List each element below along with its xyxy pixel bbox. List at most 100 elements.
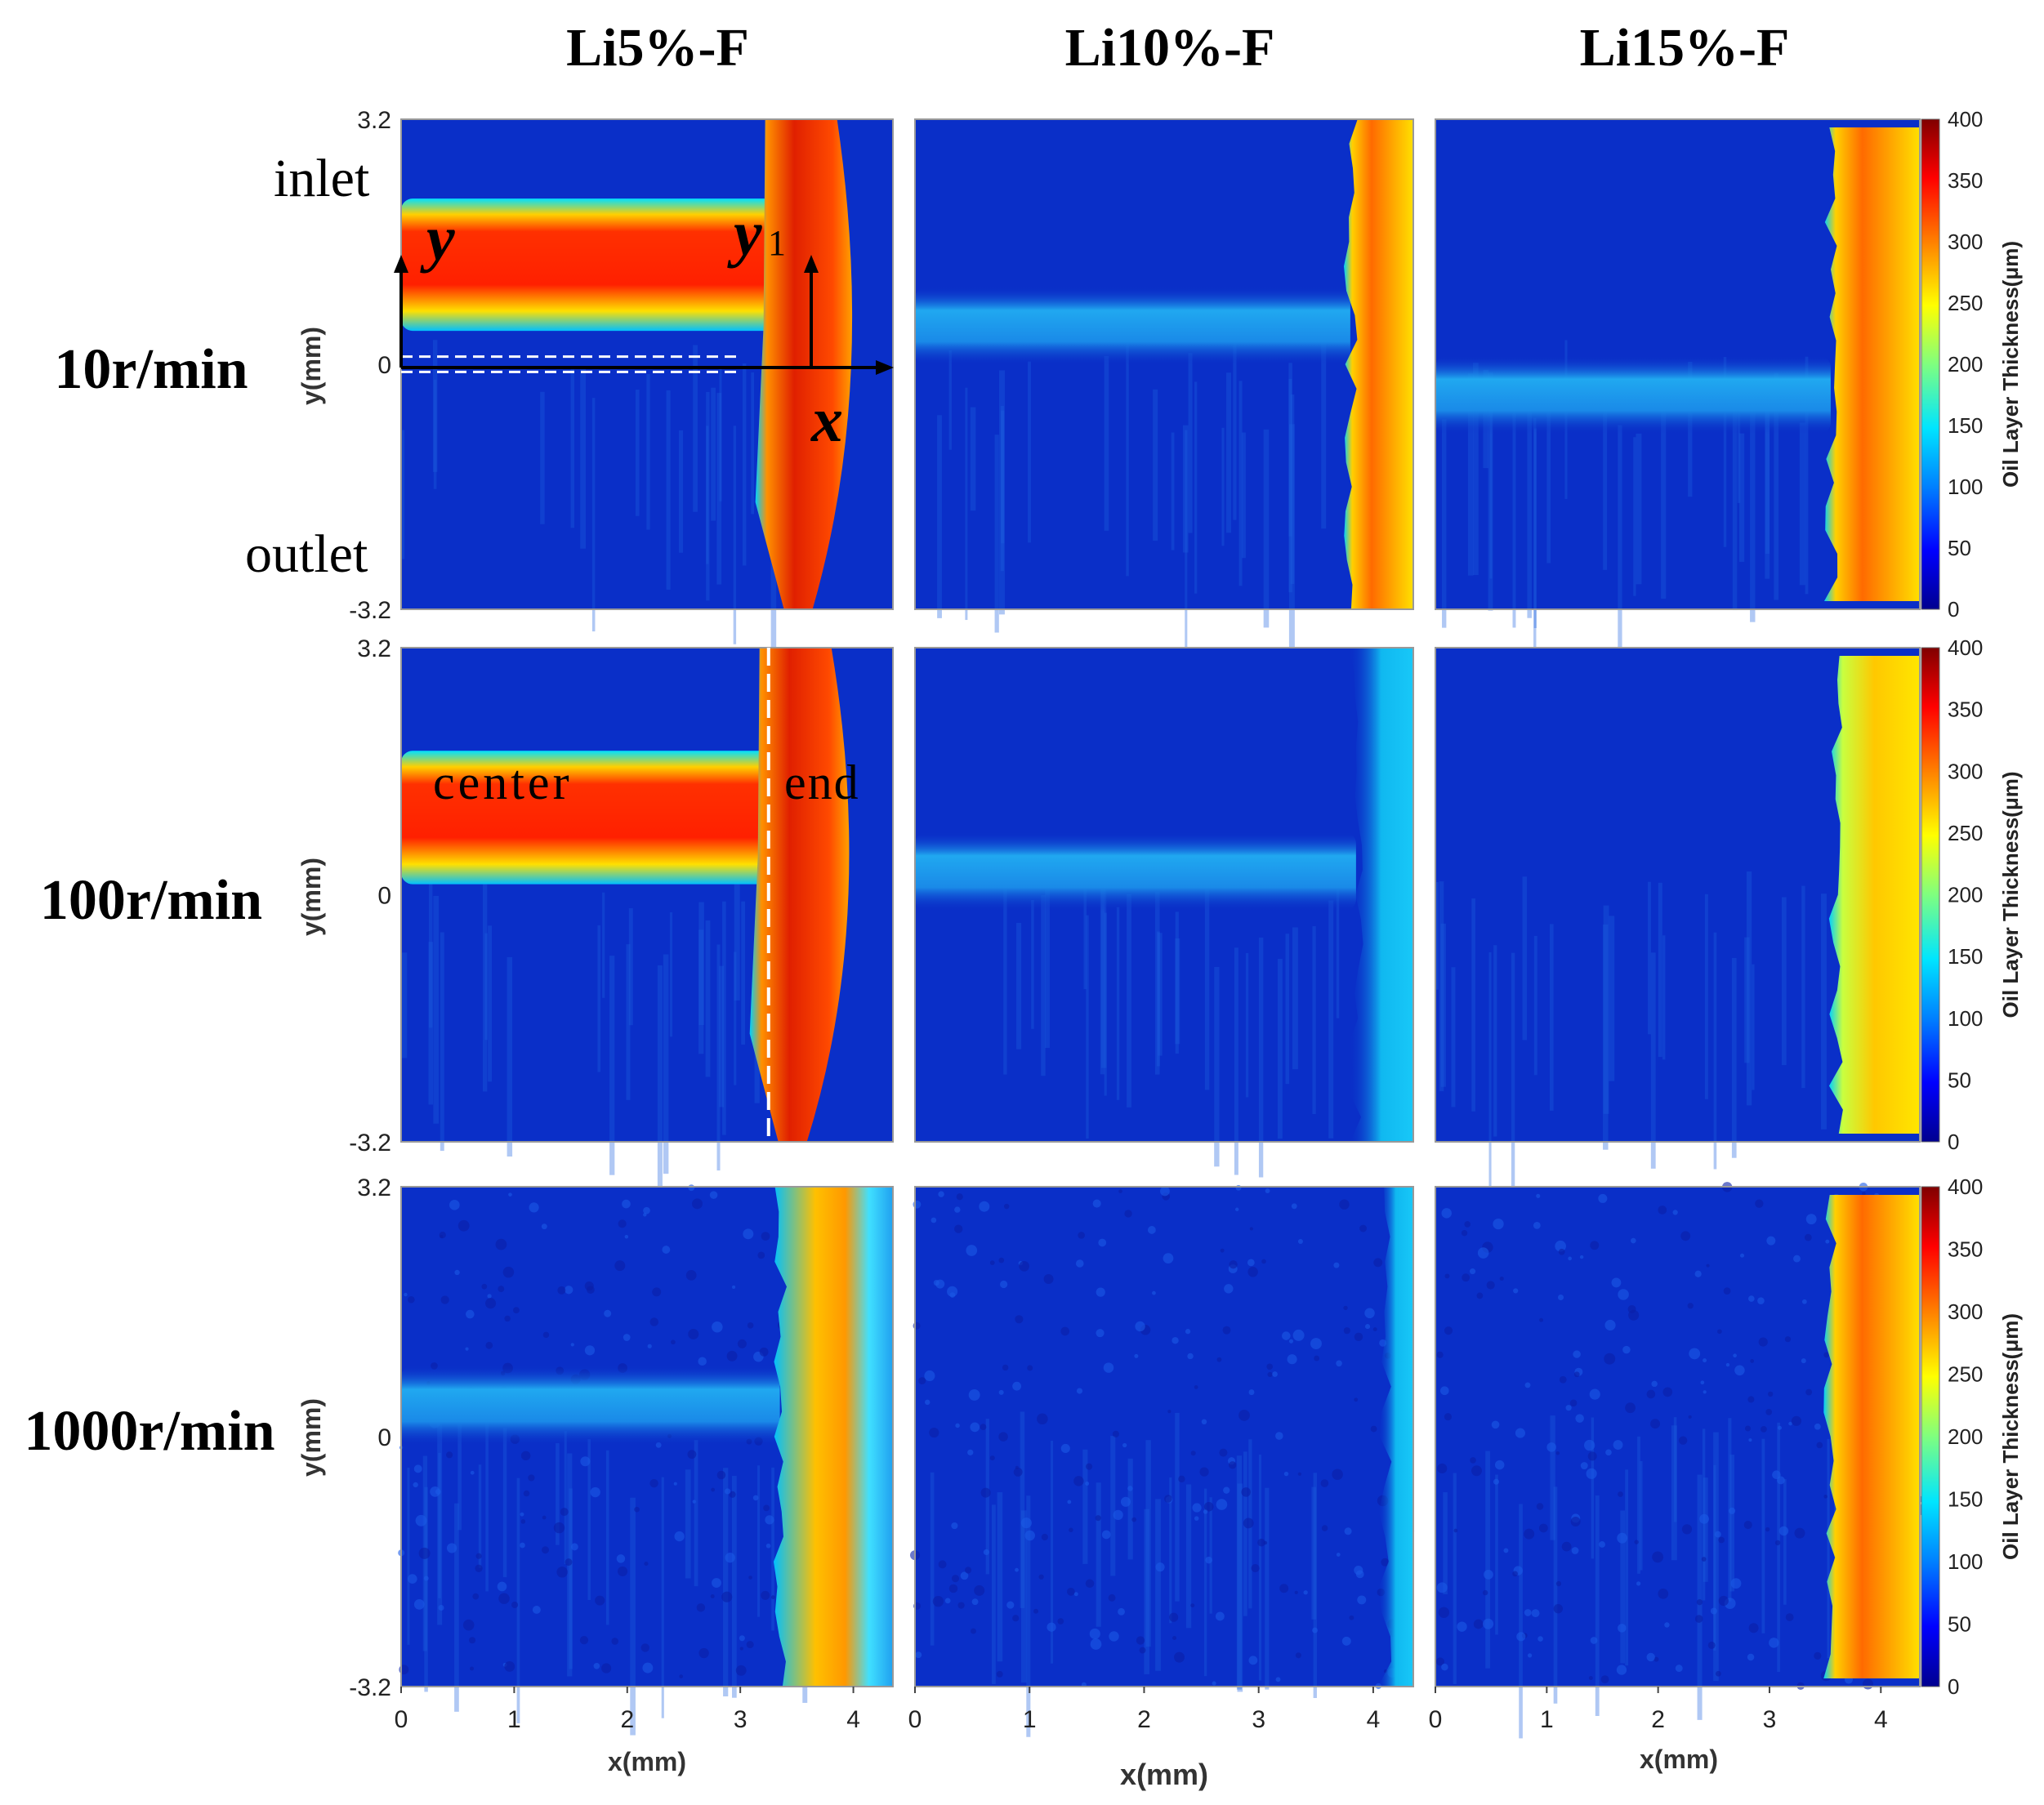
speckle bbox=[1766, 1236, 1776, 1246]
colorbar-tick: 250 bbox=[1948, 291, 1983, 315]
colorbar-tick: 350 bbox=[1948, 1237, 1983, 1262]
speckle bbox=[404, 1292, 408, 1297]
speckle bbox=[1537, 1636, 1543, 1642]
speckle bbox=[1266, 1363, 1273, 1370]
flow-streak bbox=[1673, 1417, 1677, 1522]
speckle bbox=[1605, 1449, 1612, 1456]
speckle bbox=[590, 1486, 600, 1498]
speckle bbox=[611, 1638, 618, 1645]
speckle bbox=[1441, 1663, 1448, 1671]
flow-streak bbox=[1153, 389, 1158, 542]
flow-streak bbox=[771, 1467, 774, 1631]
annotation-layer: inlet outlet y y 1 x center end bbox=[245, 149, 894, 809]
flow-streak bbox=[1171, 432, 1175, 550]
speckle bbox=[1700, 1380, 1705, 1385]
speckle bbox=[1343, 1327, 1350, 1335]
speckle bbox=[1297, 1472, 1302, 1476]
speckle bbox=[1675, 1665, 1683, 1673]
outlet-label: outlet bbox=[245, 524, 368, 584]
flow-streak bbox=[1636, 433, 1642, 585]
speckle bbox=[949, 1292, 956, 1298]
speckle bbox=[1559, 1375, 1567, 1384]
speckle bbox=[435, 1489, 441, 1495]
speckle bbox=[1139, 1647, 1146, 1654]
speckle bbox=[1652, 1551, 1664, 1563]
flow-streak bbox=[1127, 894, 1131, 1108]
speckle bbox=[1573, 1350, 1581, 1358]
flow-streak bbox=[1533, 935, 1537, 1076]
speckle bbox=[918, 1377, 926, 1385]
speckle bbox=[712, 1578, 721, 1588]
flow-streak bbox=[1821, 894, 1827, 1130]
flow-streak bbox=[502, 1428, 507, 1578]
flow-streak bbox=[432, 340, 438, 472]
flow-streak bbox=[1435, 882, 1439, 990]
colorbar-label: Oil Layer Thickness(μm) bbox=[1998, 771, 2023, 1018]
speckle bbox=[971, 1628, 976, 1634]
speckle bbox=[1136, 1636, 1145, 1645]
speckle bbox=[640, 1643, 649, 1652]
speckle bbox=[980, 1487, 991, 1498]
speckle bbox=[1483, 1618, 1494, 1629]
flow-streak bbox=[742, 363, 747, 566]
speckle bbox=[1228, 1461, 1237, 1469]
flow-streak bbox=[1045, 872, 1050, 1049]
speckle bbox=[1524, 1528, 1535, 1540]
speckle bbox=[469, 1637, 476, 1644]
flow-streak bbox=[1028, 361, 1031, 543]
speckle bbox=[1486, 1281, 1495, 1290]
flow-streak bbox=[1662, 935, 1666, 1060]
flow-streak bbox=[1603, 388, 1608, 570]
speckle bbox=[1033, 1608, 1039, 1614]
speckle bbox=[466, 1309, 475, 1319]
end-label: end bbox=[784, 755, 860, 809]
speckle bbox=[743, 1228, 754, 1240]
speckle bbox=[1512, 1571, 1518, 1577]
flow-streak bbox=[1732, 404, 1738, 611]
speckle bbox=[1060, 1443, 1070, 1454]
speckle bbox=[1124, 1210, 1132, 1218]
speckle bbox=[1229, 1260, 1238, 1269]
speckle bbox=[541, 1223, 547, 1230]
flow-streak bbox=[1648, 881, 1651, 1035]
speckle bbox=[1444, 1413, 1452, 1421]
speckle bbox=[1814, 1423, 1821, 1430]
speckle bbox=[542, 1331, 550, 1339]
speckle bbox=[1187, 1353, 1194, 1360]
flow-streak bbox=[1157, 931, 1160, 1067]
speckle bbox=[1584, 1439, 1595, 1451]
speckle bbox=[1493, 1218, 1504, 1230]
end-film bbox=[1823, 127, 1920, 601]
speckle bbox=[1664, 1622, 1670, 1628]
speckle bbox=[647, 1344, 652, 1348]
speckle bbox=[1134, 1353, 1139, 1358]
flow-streak bbox=[1245, 952, 1249, 1098]
flow-streak bbox=[626, 944, 631, 1100]
speckle bbox=[1219, 1448, 1228, 1457]
speckle bbox=[470, 1666, 475, 1671]
speckle bbox=[465, 1347, 469, 1351]
speckle bbox=[954, 1206, 961, 1213]
xtick-label: 2 bbox=[1137, 1706, 1151, 1733]
speckle bbox=[1282, 1331, 1291, 1340]
colorbar-tick: 0 bbox=[1948, 1130, 1959, 1154]
flow-streak bbox=[1765, 402, 1770, 579]
flow-streak bbox=[401, 430, 405, 559]
speckle bbox=[475, 1553, 482, 1559]
flow-streak bbox=[1000, 405, 1004, 572]
speckle bbox=[1355, 1570, 1364, 1579]
speckle bbox=[1680, 1231, 1691, 1241]
speckle bbox=[1571, 1547, 1579, 1554]
speckle bbox=[1013, 1467, 1023, 1477]
flow-streak bbox=[997, 1492, 1003, 1662]
speckle bbox=[1354, 1397, 1359, 1402]
speckle bbox=[1147, 1226, 1156, 1234]
speckle bbox=[1096, 1287, 1105, 1297]
speckle bbox=[1707, 1641, 1716, 1649]
speckle bbox=[1381, 1558, 1390, 1567]
panel-frame bbox=[914, 647, 1414, 1143]
speckle bbox=[413, 1464, 422, 1473]
speckle bbox=[1823, 1352, 1830, 1358]
speckle bbox=[1600, 1675, 1609, 1684]
speckle bbox=[955, 1423, 960, 1428]
